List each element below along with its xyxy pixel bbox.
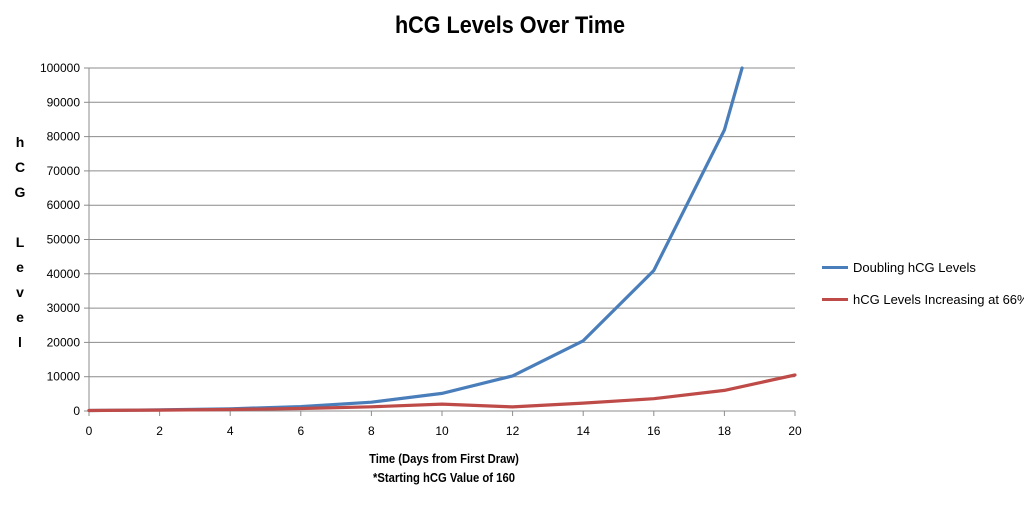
y-tick-label: 70000 [47, 164, 81, 178]
y-label-letter: v [16, 284, 24, 300]
gridlines [89, 67, 795, 378]
y-tick-labels: 0 10000 20000 30000 40000 50000 60000 70000 8000… [40, 61, 80, 418]
y-label-gap [12, 205, 28, 230]
x-axis-label: Time (Days from First Draw) [369, 452, 519, 466]
series-lines [87, 66, 797, 413]
y-label-letter: G [14, 184, 26, 200]
y-tick-label: 40000 [47, 267, 81, 281]
legend-swatch [822, 297, 848, 301]
x-tick-label: 10 [435, 424, 449, 438]
y-label-letter: C [14, 159, 26, 175]
y-label-letter: l [18, 334, 22, 350]
x-tick-label: 16 [647, 424, 661, 438]
y-tick-label: 100000 [40, 61, 80, 75]
y-tick-label: 50000 [47, 233, 81, 247]
y-label-letter: e [16, 309, 24, 325]
y-tick-label: 80000 [47, 130, 81, 144]
x-tick-label: 20 [788, 424, 802, 438]
series-line-2 [87, 373, 797, 413]
chart-footnote: *Starting hCG Value of 160 [373, 471, 515, 485]
y-tick-label: 90000 [47, 95, 81, 109]
x-tick-label: 14 [577, 424, 591, 438]
legend-swatch [822, 265, 848, 269]
legend-item-66-percent: hCG Levels Increasing at 66% [822, 289, 1024, 309]
x-tick-label: 6 [297, 424, 304, 438]
x-tick-label: 0 [86, 424, 93, 438]
axes [84, 67, 796, 416]
y-tick-label: 10000 [47, 370, 81, 384]
legend-item-doubling: Doubling hCG Levels [822, 257, 976, 277]
x-tick-label: 4 [227, 424, 234, 438]
x-tick-labels: 0 2 4 6 8 10 12 14 16 18 20 [86, 424, 802, 438]
chart-title: hCG Levels Over Time [394, 12, 626, 39]
x-tick-label: 12 [506, 424, 520, 438]
y-label-letter: h [15, 134, 25, 150]
y-label-letter: e [16, 259, 24, 275]
legend-label: Doubling hCG Levels [853, 259, 976, 275]
y-label-letter: L [15, 234, 25, 250]
y-tick-label: 30000 [47, 301, 81, 315]
x-tick-label: 2 [156, 424, 163, 438]
y-tick-label: 0 [73, 404, 80, 418]
y-tick-label: 20000 [47, 335, 81, 349]
y-tick-label: 60000 [47, 198, 81, 212]
legend-label: hCG Levels Increasing at 66% [853, 291, 1024, 307]
x-tick-label: 18 [718, 424, 732, 438]
x-tick-label: 8 [368, 424, 375, 438]
